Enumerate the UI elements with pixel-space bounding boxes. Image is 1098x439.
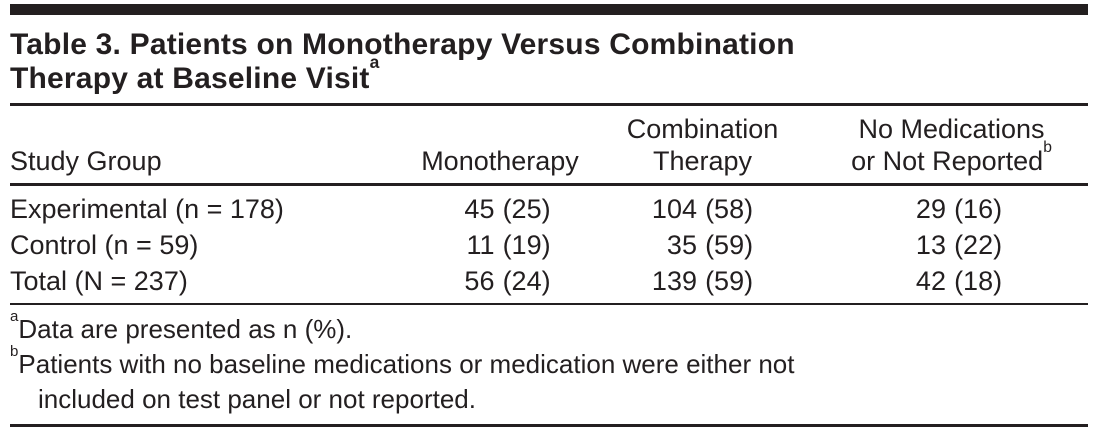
top-rule-bar bbox=[10, 4, 1088, 15]
title-divider-rule bbox=[10, 103, 1088, 106]
cell-count: 45 bbox=[464, 194, 495, 224]
cell-count: 139 bbox=[651, 266, 697, 296]
cell-count: 104 bbox=[651, 194, 697, 224]
cell-percent: (59) bbox=[705, 266, 754, 296]
cell-percent: (59) bbox=[705, 230, 754, 260]
table-title-line1: Table 3. Patients on Monotherapy Versus … bbox=[10, 28, 795, 61]
column-header-study-group: Study Group bbox=[10, 106, 410, 186]
table-row-experimental: Experimental (n = 178) 45 (25) 104 (58) 29… bbox=[10, 185, 1088, 228]
footnote-b-marker: b bbox=[10, 342, 19, 360]
footnote-b: bPatients with no baseline medications o… bbox=[10, 344, 1088, 417]
cell-percent: (58) bbox=[705, 194, 754, 224]
row-label: Experimental (n = 178) bbox=[10, 194, 284, 224]
cell-no-medications: 42 (18) bbox=[815, 263, 1088, 305]
row-label: Total (N = 237) bbox=[10, 263, 410, 305]
cell-percent: (24) bbox=[502, 266, 551, 296]
column-header-combination-line2: Therapy bbox=[652, 146, 753, 176]
cell-combination-therapy: 35 (59) bbox=[590, 227, 815, 263]
cell-count: 56 bbox=[464, 266, 495, 296]
cell-count: 42 bbox=[915, 266, 946, 296]
footnote-a-marker: a bbox=[10, 307, 19, 325]
column-header-footnote-marker: b bbox=[1043, 139, 1052, 157]
cell-no-medications: 29 (16) bbox=[815, 185, 1088, 228]
footnote-b-text-line2: included on test panel or not reported. bbox=[38, 384, 476, 414]
cell-monotherapy: 56 (24) bbox=[410, 263, 590, 305]
table-figure: Table 3. Patients on Monotherapy Versus … bbox=[0, 4, 1098, 427]
table-row-control: Control (n = 59) 11 (19) 35 (59) 13 (22) bbox=[10, 227, 1088, 263]
column-header-no-medications-line2: or Not Reported bbox=[851, 146, 1044, 176]
cell-count: 13 bbox=[915, 230, 946, 260]
cell-percent: (16) bbox=[954, 194, 1003, 224]
table-title-footnote-marker: a bbox=[369, 52, 380, 73]
table-footnotes: aData are presented as n (%). bPatients … bbox=[10, 309, 1088, 417]
column-header-no-medications-line1: No Medications bbox=[858, 114, 1045, 144]
cell-no-medications: 13 (22) bbox=[815, 227, 1088, 263]
cell-combination-therapy: 139 (59) bbox=[590, 263, 815, 305]
cell-count: 11 bbox=[466, 230, 495, 260]
patients-therapy-table: Study Group Monotherapy Combination Ther… bbox=[10, 106, 1088, 305]
table-header-row: Study Group Monotherapy Combination Ther… bbox=[10, 106, 1088, 186]
cell-percent: (19) bbox=[502, 230, 551, 260]
column-header-combination-therapy: Combination Therapy bbox=[590, 106, 815, 186]
footnote-b-text-line1: Patients with no baseline medications or… bbox=[18, 349, 795, 379]
cell-monotherapy: 45 (25) bbox=[410, 185, 590, 228]
column-header-no-medications: No Medications or Not Reportedb bbox=[815, 106, 1088, 186]
cell-count: 35 bbox=[666, 230, 697, 260]
cell-count: 29 bbox=[915, 194, 946, 224]
bottom-divider-rule bbox=[10, 424, 1088, 427]
cell-percent: (22) bbox=[954, 230, 1003, 260]
cell-monotherapy: 11 (19) bbox=[410, 227, 590, 263]
footnote-a-text: Data are presented as n (%). bbox=[18, 314, 353, 344]
row-label: Control (n = 59) bbox=[10, 230, 199, 260]
column-header-combination-line1: Combination bbox=[626, 114, 779, 144]
table-title-line2: Therapy at Baseline Visit bbox=[10, 62, 370, 95]
cell-percent: (25) bbox=[502, 194, 551, 224]
table-row-total: Total (N = 237) 56 (24) 139 (59) 42 (18) bbox=[10, 263, 1088, 305]
cell-combination-therapy: 104 (58) bbox=[590, 185, 815, 228]
footnote-a: aData are presented as n (%). bbox=[10, 309, 1088, 347]
cell-percent: (18) bbox=[954, 266, 1003, 296]
table-title: Table 3. Patients on Monotherapy Versus … bbox=[10, 28, 1088, 96]
column-header-monotherapy: Monotherapy bbox=[410, 106, 590, 186]
